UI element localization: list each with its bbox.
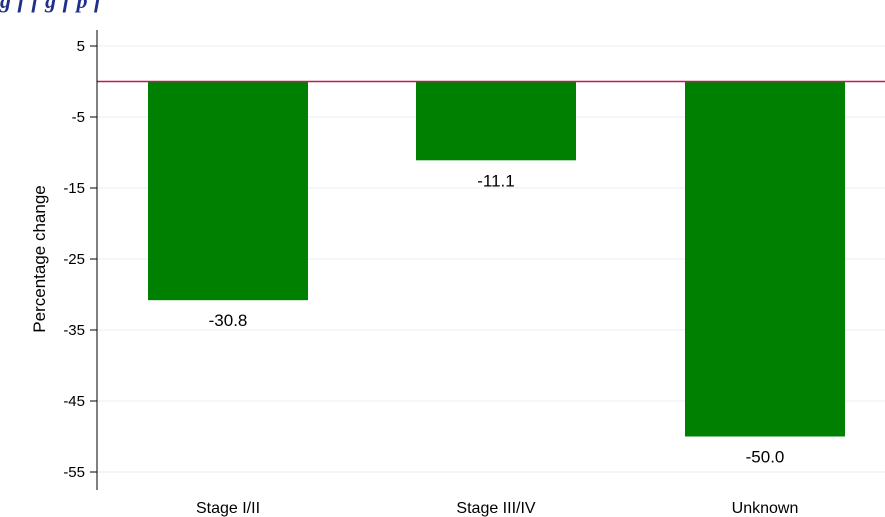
bars [148,81,845,437]
data-labels: -30.8 -11.1 -50.0 [209,171,785,466]
y-tick-label: -5 [72,109,85,126]
category-label: Unknown [732,500,799,517]
figure-title-text: g f f g f p f [0,0,102,13]
y-tick-label: 5 [77,38,85,55]
bar [685,81,845,437]
y-axis: 5 -5 -15 -25 -35 -45 -55 [63,30,98,490]
y-tick-label: -55 [63,464,85,481]
y-tick-label: -45 [63,393,85,410]
y-axis-title: Percentage change [30,185,49,332]
category-label: Stage III/IV [456,500,535,517]
bar [416,81,576,161]
y-tick-label: -15 [63,180,85,197]
figure-title-fragment: g f f g f p f [0,0,885,14]
data-label: -11.1 [477,171,515,190]
y-tick-label: -25 [63,251,85,268]
bar [148,81,308,301]
category-label: Stage I/II [196,500,260,517]
y-tick-label: -35 [63,322,85,339]
category-labels: Stage I/II Stage III/IV Unknown [196,500,798,517]
data-label: -50.0 [746,448,785,467]
data-label: -30.8 [209,311,248,330]
